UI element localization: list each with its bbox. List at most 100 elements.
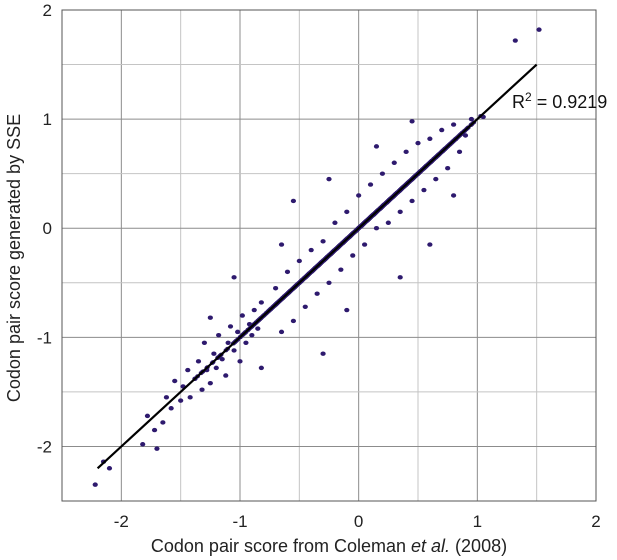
data-point [273,286,279,291]
y-tick-label: -1 [37,328,52,347]
data-point [219,356,225,362]
data-point [151,427,158,433]
data-point [397,275,403,280]
data-point [427,136,433,141]
data-point [332,220,338,225]
y-tick-label: 1 [43,110,52,129]
data-point [409,119,415,124]
data-point [320,351,326,356]
data-point [278,329,285,335]
x-axis-title-part-3: (2008) [450,536,507,556]
plot-border [61,9,597,502]
data-point [314,291,320,296]
data-point [468,116,474,122]
data-point [362,242,368,247]
data-point [178,398,184,403]
data-point [439,127,445,133]
data-point [350,253,356,258]
data-point [536,27,542,32]
data-point [211,351,217,356]
y-axis-title: Codon pair score generated by SSE [4,114,24,402]
r-squared-annotation: R2 = 0.9219 [512,90,607,112]
data-point [373,144,380,149]
data-point [207,380,213,386]
data-point [385,220,391,225]
data-point [415,140,421,146]
data-point [216,332,222,338]
x-tick-label: 0 [354,512,363,531]
y-tick-label: 2 [43,1,52,20]
r-squared-superscript: 2 [525,90,532,104]
data-point [223,373,229,378]
data-point [235,329,241,335]
data-point [379,171,385,176]
data-point [239,313,245,318]
data-point [403,149,409,155]
x-tick-label: -2 [114,512,129,531]
data-point [451,122,457,127]
data-point [231,275,237,280]
data-point [512,38,518,43]
data-point [391,160,397,165]
data-point [356,193,362,198]
data-point [258,365,264,371]
data-point [258,300,264,305]
data-point [433,176,439,182]
x-tick-label: 2 [591,512,600,531]
x-tick-labels: -2 -1 0 1 2 [114,512,601,531]
data-point [199,387,205,392]
data-point [456,149,463,155]
data-point [367,182,374,187]
regression-line [96,63,538,470]
y-tick-label: 0 [43,219,52,238]
data-point [168,406,174,411]
x-tick-label: 1 [473,512,482,531]
data-point [185,367,191,373]
data-point [163,395,170,400]
r-squared-base: R [512,92,525,112]
data-point [144,413,151,419]
data-point [409,198,415,204]
data-point [326,280,332,285]
data-point [427,242,433,247]
y-tick-labels: -2 -1 0 1 2 [37,1,52,456]
data-point [187,395,193,400]
data-point [344,209,350,215]
data-point [320,239,326,244]
data-point [140,442,146,447]
data-point [160,420,166,425]
data-point [290,198,296,204]
data-point [154,446,160,451]
data-point [243,340,249,345]
data-point [207,315,213,320]
data-point [255,326,261,331]
data-point [451,193,457,198]
data-point [296,258,302,264]
data-point [201,340,207,345]
data-point [251,307,257,313]
data-point [249,332,255,338]
data-point [462,133,469,138]
data-point [308,247,314,253]
data-point [284,269,291,275]
data-point [397,209,403,215]
data-point [231,348,237,353]
y-tick-label: -2 [37,437,52,456]
data-point [344,307,350,313]
data-point [302,304,308,309]
x-axis-title-part-1: Codon pair score from Coleman [151,536,411,556]
data-point [213,365,219,371]
data-point [92,482,98,487]
data-point [172,378,178,384]
r-squared-value: = 0.9219 [532,92,608,112]
data-point [373,226,380,231]
data-point [106,466,113,471]
data-point [421,187,427,193]
data-point [278,242,285,247]
data-point [195,359,202,364]
data-point [326,176,332,182]
data-point [445,166,451,171]
x-axis-title-italic: et al. [411,536,450,556]
data-point [227,324,234,329]
x-axis-title: Codon pair score from Coleman et al. (20… [151,536,507,556]
